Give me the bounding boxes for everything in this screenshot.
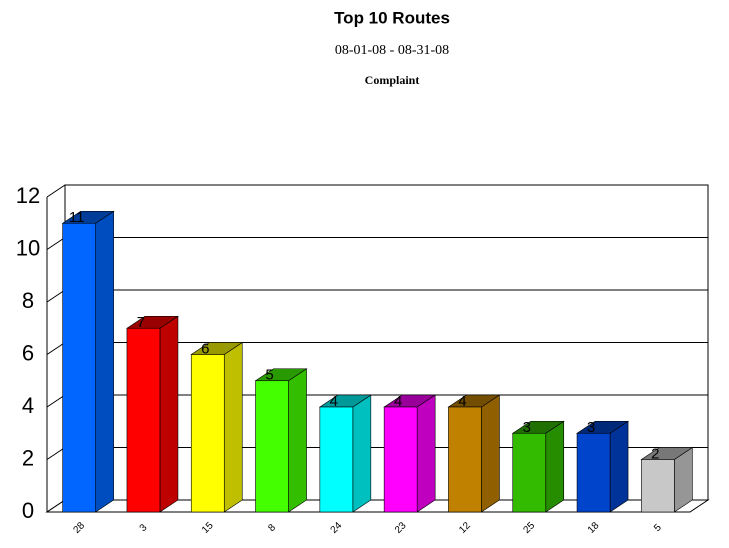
y-tick-label: 6 bbox=[22, 340, 34, 365]
side-grid bbox=[46, 447, 66, 460]
bar-side bbox=[481, 394, 500, 513]
bar bbox=[512, 432, 547, 513]
bar-side bbox=[416, 394, 436, 513]
chart-title: Top 10 Routes bbox=[334, 8, 450, 27]
x-tick-label: 12 bbox=[457, 520, 473, 536]
bar-side bbox=[159, 315, 179, 513]
side-grid bbox=[46, 342, 66, 355]
x-tick-label: 24 bbox=[329, 520, 345, 536]
bar bbox=[576, 432, 611, 513]
x-tick-label: 23 bbox=[393, 520, 409, 536]
x-tick-label: 5 bbox=[652, 522, 664, 534]
bar-side bbox=[95, 210, 114, 513]
data-label: 3 bbox=[587, 419, 595, 436]
data-label: 2 bbox=[651, 445, 659, 462]
bar bbox=[641, 459, 675, 513]
y-tick-label: 2 bbox=[22, 445, 34, 470]
bar bbox=[126, 327, 161, 513]
x-tick-label: 3 bbox=[138, 522, 150, 534]
x-tick-label: 8 bbox=[266, 522, 278, 534]
bar bbox=[190, 354, 225, 513]
data-label: 3 bbox=[523, 419, 531, 436]
data-label: 4 bbox=[458, 393, 466, 410]
bar-side bbox=[352, 394, 372, 513]
data-label: 7 bbox=[137, 314, 145, 331]
data-label: 4 bbox=[330, 393, 338, 410]
x-tick-label: 15 bbox=[200, 520, 216, 536]
y-tick-label: 12 bbox=[16, 183, 40, 208]
chart-caption: Complaint bbox=[365, 73, 420, 87]
y-tick-label: 4 bbox=[22, 393, 34, 418]
bar-side bbox=[288, 368, 307, 513]
side-grid bbox=[46, 394, 66, 408]
bar bbox=[319, 406, 354, 513]
bar-side bbox=[223, 341, 243, 513]
bar bbox=[383, 406, 418, 513]
data-label: 4 bbox=[394, 393, 402, 410]
x-tick-label: 28 bbox=[71, 520, 87, 536]
bar bbox=[255, 380, 289, 513]
x-tick-label: 18 bbox=[586, 520, 602, 536]
y-tick-label: 10 bbox=[16, 235, 40, 260]
y-tick-label: 8 bbox=[22, 288, 34, 313]
y-tick-label: 0 bbox=[22, 498, 34, 523]
bar-side bbox=[609, 420, 629, 513]
bar bbox=[62, 222, 96, 513]
bar-side bbox=[545, 420, 565, 513]
chart-subtitle: 08-01-08 - 08-31-08 bbox=[335, 43, 449, 58]
side-grid bbox=[46, 184, 66, 198]
x-tick-label: 25 bbox=[522, 520, 538, 536]
side-grid bbox=[46, 237, 66, 250]
side-grid bbox=[46, 289, 66, 303]
data-label: 5 bbox=[265, 367, 273, 384]
data-label: 11 bbox=[69, 209, 85, 226]
data-label: 6 bbox=[201, 340, 209, 357]
bar bbox=[448, 406, 482, 513]
